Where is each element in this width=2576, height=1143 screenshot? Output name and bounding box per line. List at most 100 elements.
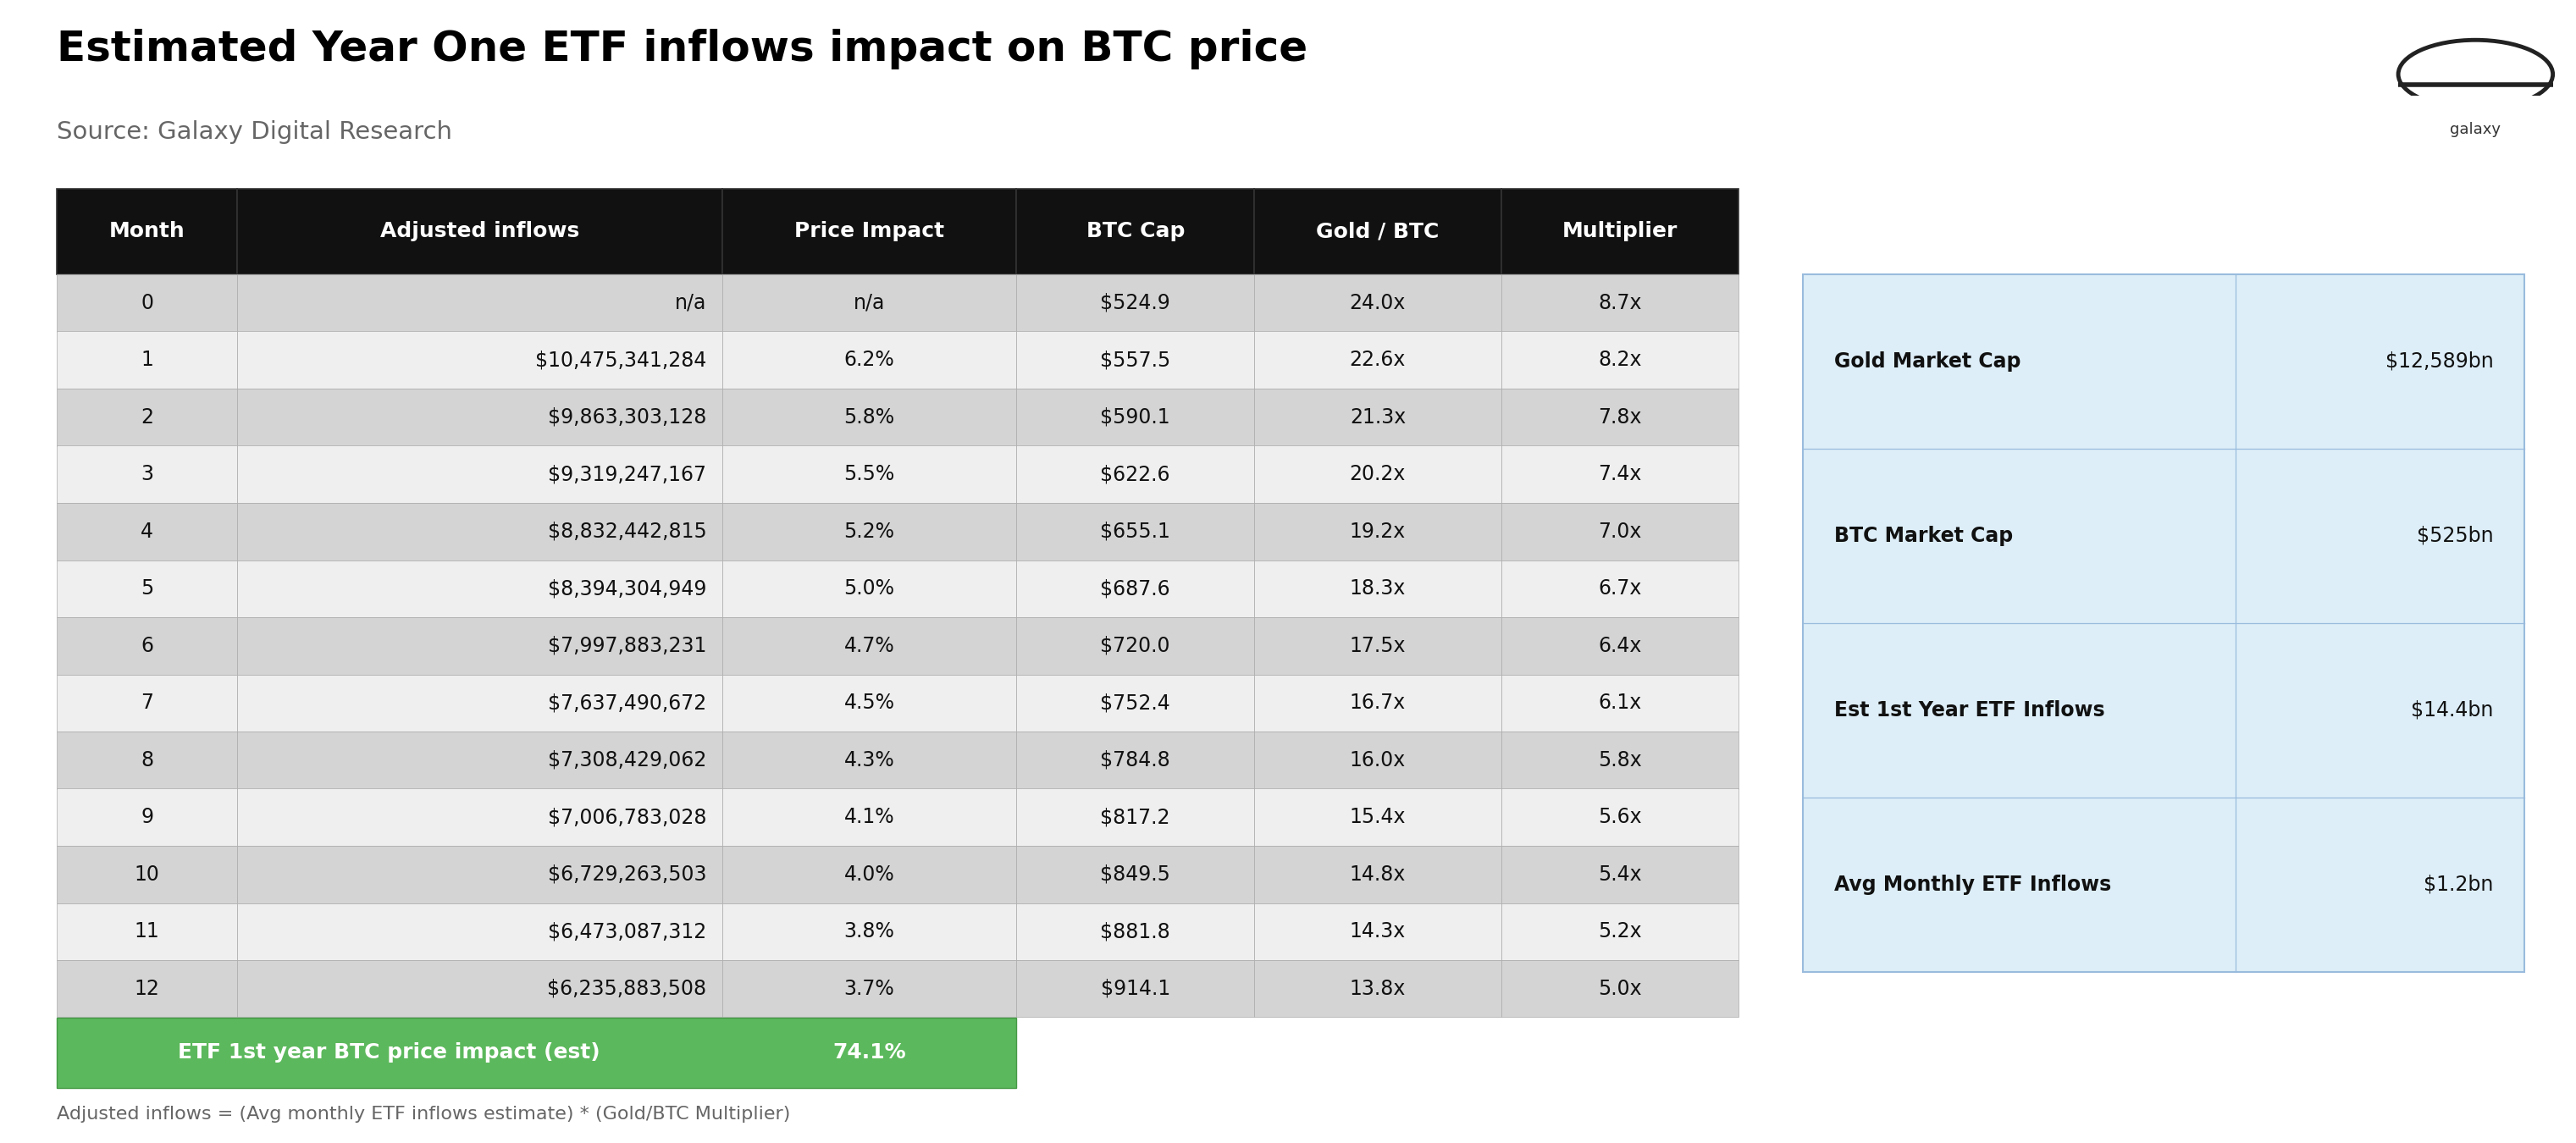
Bar — [721, 903, 1018, 960]
Text: 4.7%: 4.7% — [845, 636, 894, 656]
Bar — [237, 846, 721, 903]
Text: 16.0x: 16.0x — [1350, 750, 1406, 770]
Bar — [57, 960, 237, 1017]
Bar — [57, 331, 237, 389]
Bar — [1502, 789, 1739, 846]
Bar — [1803, 274, 2524, 972]
Bar — [1018, 674, 1255, 732]
Text: 2: 2 — [142, 407, 155, 427]
Bar — [721, 789, 1018, 846]
Bar — [1018, 189, 1255, 274]
Text: 18.3x: 18.3x — [1350, 578, 1406, 599]
Text: galaxy: galaxy — [2450, 122, 2501, 137]
Bar — [721, 274, 1018, 331]
Text: BTC Cap: BTC Cap — [1087, 222, 1185, 241]
Text: $525bn: $525bn — [2416, 526, 2494, 546]
Text: $7,308,429,062: $7,308,429,062 — [549, 750, 706, 770]
Bar — [1018, 903, 1255, 960]
Bar — [57, 789, 237, 846]
Bar — [237, 732, 721, 789]
Text: 7.0x: 7.0x — [1597, 521, 1641, 542]
Bar — [1018, 389, 1255, 446]
Bar — [1018, 274, 1255, 331]
Bar — [1018, 560, 1255, 617]
Text: $8,832,442,815: $8,832,442,815 — [549, 521, 706, 542]
Text: 19.2x: 19.2x — [1350, 521, 1406, 542]
Text: 7.8x: 7.8x — [1597, 407, 1641, 427]
Bar — [1255, 846, 1502, 903]
Text: Avg Monthly ETF Inflows: Avg Monthly ETF Inflows — [1834, 874, 2112, 895]
Bar — [1502, 674, 1739, 732]
Text: $7,637,490,672: $7,637,490,672 — [549, 693, 706, 713]
Text: Source: Galaxy Digital Research: Source: Galaxy Digital Research — [57, 120, 453, 144]
Text: Estimated Year One ETF inflows impact on BTC price: Estimated Year One ETF inflows impact on… — [57, 29, 1309, 70]
Bar — [1255, 389, 1502, 446]
Text: $12,589bn: $12,589bn — [2385, 351, 2494, 371]
Bar — [1255, 560, 1502, 617]
Text: Month: Month — [108, 222, 185, 241]
Text: $752.4: $752.4 — [1100, 693, 1170, 713]
Text: 8.7x: 8.7x — [1597, 293, 1641, 313]
Bar — [1502, 446, 1739, 503]
Bar — [1502, 846, 1739, 903]
Text: 13.8x: 13.8x — [1350, 978, 1406, 999]
Text: $784.8: $784.8 — [1100, 750, 1170, 770]
Bar — [721, 617, 1018, 674]
Text: 17.5x: 17.5x — [1350, 636, 1406, 656]
Text: Gold / BTC: Gold / BTC — [1316, 222, 1440, 241]
Bar — [1255, 903, 1502, 960]
Bar — [1018, 331, 1255, 389]
Text: 15.4x: 15.4x — [1350, 807, 1406, 828]
Bar — [1255, 189, 1502, 274]
Bar — [1018, 503, 1255, 560]
Bar — [57, 846, 237, 903]
Text: Est 1st Year ETF Inflows: Est 1st Year ETF Inflows — [1834, 700, 2105, 720]
Text: $720.0: $720.0 — [1100, 636, 1170, 656]
Text: 21.3x: 21.3x — [1350, 407, 1406, 427]
Text: $1.2bn: $1.2bn — [2424, 874, 2494, 895]
Bar — [1018, 446, 1255, 503]
Bar — [1018, 732, 1255, 789]
Text: $655.1: $655.1 — [1100, 521, 1170, 542]
Text: 5.8%: 5.8% — [845, 407, 894, 427]
Text: $7,997,883,231: $7,997,883,231 — [549, 636, 706, 656]
Text: Multiplier: Multiplier — [1561, 222, 1677, 241]
Bar — [1018, 789, 1255, 846]
Text: $817.2: $817.2 — [1100, 807, 1170, 828]
Bar — [721, 331, 1018, 389]
Text: 5: 5 — [142, 578, 155, 599]
Text: 20.2x: 20.2x — [1350, 464, 1406, 485]
Bar — [237, 189, 721, 274]
Text: 74.1%: 74.1% — [832, 1042, 907, 1063]
Bar — [1502, 560, 1739, 617]
Text: 5.8x: 5.8x — [1597, 750, 1641, 770]
Text: 7.4x: 7.4x — [1597, 464, 1641, 485]
Bar — [1018, 846, 1255, 903]
Text: 5.0x: 5.0x — [1597, 978, 1641, 999]
Bar — [1502, 960, 1739, 1017]
Bar — [1255, 503, 1502, 560]
Bar — [57, 503, 237, 560]
Text: $557.5: $557.5 — [1100, 350, 1170, 370]
Bar — [721, 560, 1018, 617]
Text: Adjusted inflows = (Avg monthly ETF inflows estimate) * (Gold/BTC Multiplier): Adjusted inflows = (Avg monthly ETF infl… — [57, 1106, 791, 1122]
Text: $6,235,883,508: $6,235,883,508 — [546, 978, 706, 999]
Bar — [1255, 732, 1502, 789]
Bar — [1018, 617, 1255, 674]
Text: ETF 1st year BTC price impact (est): ETF 1st year BTC price impact (est) — [178, 1042, 600, 1063]
Bar — [237, 674, 721, 732]
Text: 0: 0 — [142, 293, 155, 313]
Bar — [57, 674, 237, 732]
Text: 12: 12 — [134, 978, 160, 999]
Text: 1: 1 — [142, 350, 152, 370]
Bar — [721, 846, 1018, 903]
Text: 3.7%: 3.7% — [845, 978, 894, 999]
Text: 6: 6 — [142, 636, 155, 656]
Bar — [1255, 331, 1502, 389]
Bar — [721, 446, 1018, 503]
Bar — [1502, 331, 1739, 389]
Text: 4.1%: 4.1% — [845, 807, 894, 828]
Bar — [237, 389, 721, 446]
Text: Adjusted inflows: Adjusted inflows — [381, 222, 580, 241]
Bar — [237, 560, 721, 617]
